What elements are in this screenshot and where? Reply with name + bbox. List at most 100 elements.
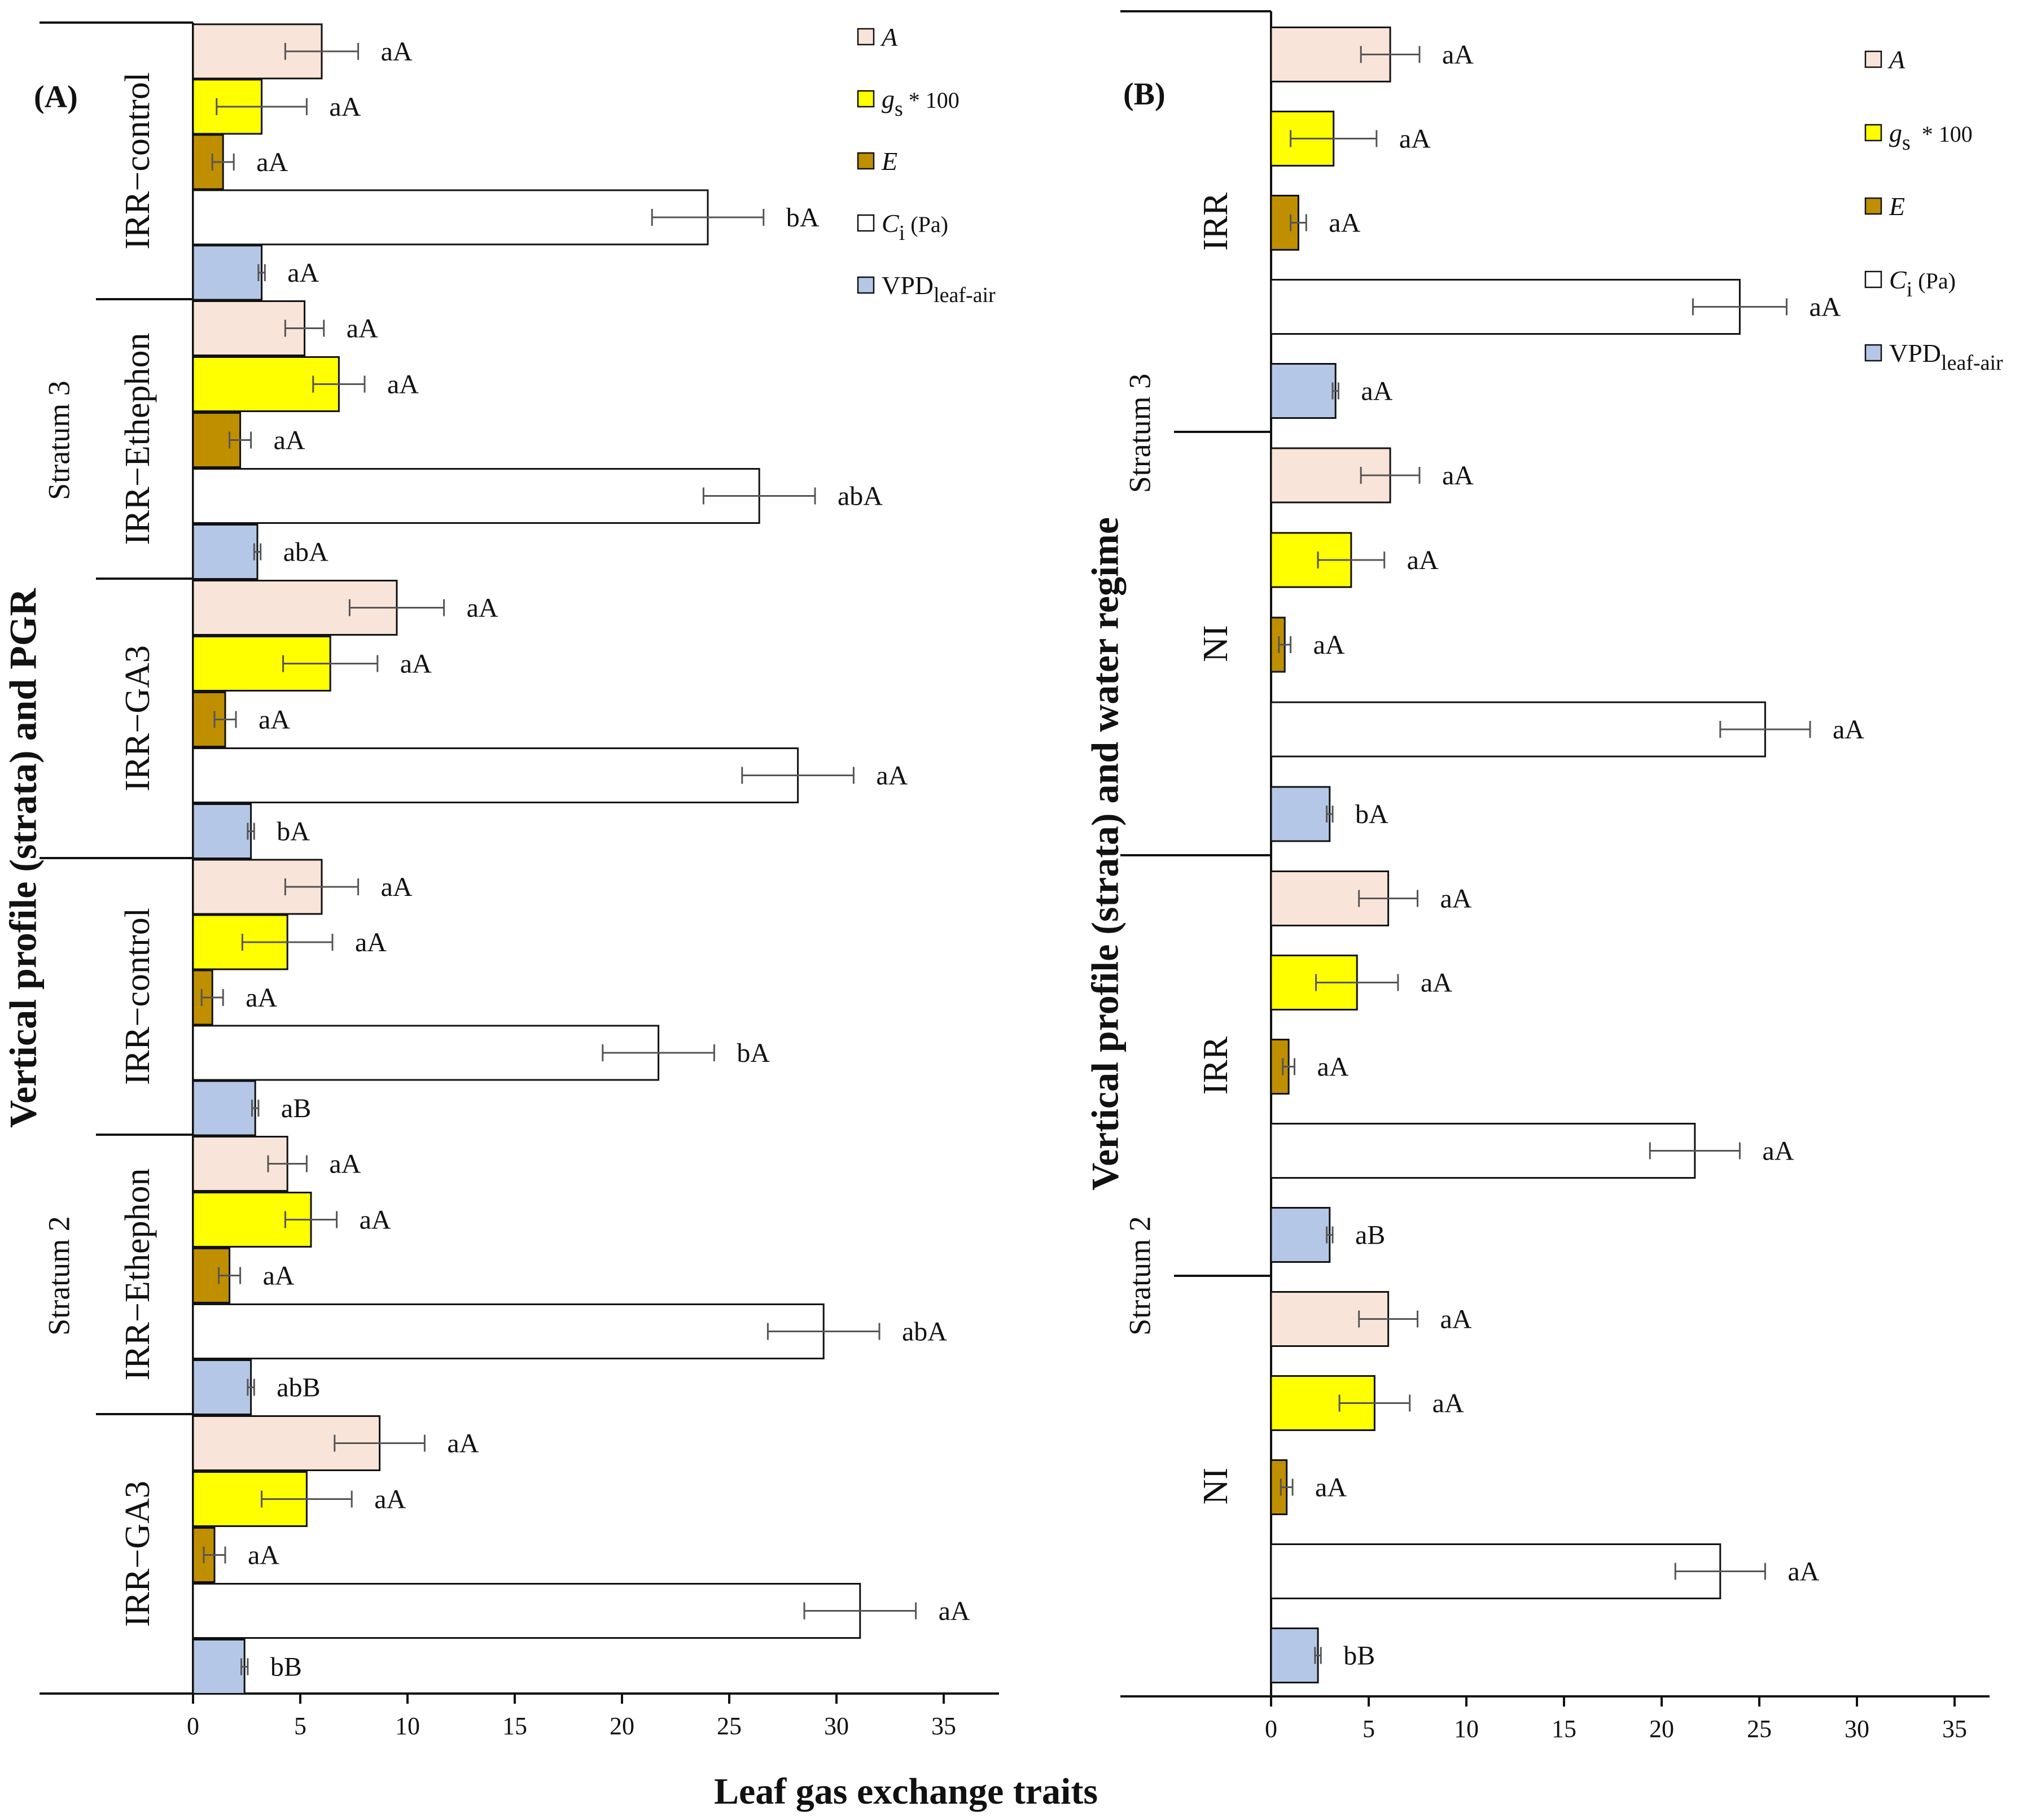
bar-Ci	[192, 1025, 660, 1081]
group-label: NI	[1197, 1468, 1235, 1504]
bar-Ci	[1270, 1123, 1696, 1179]
x-tick-label: 15	[502, 1712, 527, 1740]
legend-swatch-E	[857, 152, 875, 170]
bar-VPD	[192, 1639, 246, 1695]
legend-entry: VPDleaf-air	[882, 271, 996, 307]
x-tick-label: 5	[294, 1712, 306, 1740]
significance-label: aA	[1762, 1136, 1794, 1166]
panel-b-chart: 0 5 10 15 20 25 30 35 IRR aA aA aA aA aA NI aA aA aA aA bA I…	[1084, 10, 2003, 1743]
significance-label: abA	[902, 1317, 947, 1347]
significance-label: bA	[786, 203, 820, 233]
group-label: IRR−Ethephon	[119, 333, 157, 545]
significance-label: aA	[329, 92, 361, 122]
bar-Ci	[192, 1303, 825, 1359]
y-axis-title: Vertical profile (strata) and water regi…	[1084, 517, 1127, 1191]
x-axis-title: Leaf gas exchange traits	[714, 1771, 1098, 1812]
significance-label: abA	[283, 537, 328, 567]
legend-swatch-VPD	[857, 276, 875, 294]
panel-label: (A)	[34, 80, 78, 115]
significance-label: bA	[1355, 799, 1388, 829]
bar-VPD	[192, 1359, 252, 1415]
bar-VPD	[1270, 1628, 1319, 1683]
x-tick-label: 0	[187, 1712, 199, 1740]
group-label: IRR	[1197, 1036, 1235, 1095]
significance-label: aA	[381, 872, 413, 902]
significance-label: aA	[1442, 461, 1474, 491]
legend-entry: VPDleaf-air	[1889, 339, 2003, 375]
significance-label: aB	[1355, 1220, 1385, 1250]
x-tick-label: 35	[931, 1712, 956, 1740]
significance-label: aA	[447, 1429, 479, 1459]
bar-VPD	[1270, 1207, 1331, 1263]
significance-label: aA	[467, 593, 498, 623]
x-tick-label: 25	[1747, 1715, 1772, 1743]
legend-entry: E	[881, 147, 897, 176]
legend-swatch-Ci	[857, 214, 875, 232]
legend-entry: Ci (Pa)	[1889, 265, 1956, 301]
bar-Ci	[1270, 1543, 1721, 1599]
bar-VPD	[192, 524, 259, 580]
legend-swatch-gs	[857, 90, 875, 108]
y-axis-title: Vertical profile (strata) and PGR	[2, 588, 45, 1128]
legend-entry: A	[1887, 45, 1905, 74]
significance-label: aA	[360, 1205, 391, 1235]
stratum-label: Stratum 2	[1123, 1216, 1157, 1336]
significance-label: aA	[387, 370, 419, 400]
significance-label: aA	[329, 1149, 361, 1179]
bar-VPD	[192, 803, 252, 859]
bar-Ci	[1270, 279, 1741, 335]
significance-label: aA	[1440, 884, 1472, 914]
legend-entry: A	[880, 23, 898, 51]
stratum-label: Stratum 2	[42, 1216, 76, 1336]
significance-label: aA	[274, 426, 305, 456]
x-tick-label: 10	[1454, 1715, 1479, 1743]
bar-Ci	[1270, 701, 1766, 758]
significance-label: aA	[1433, 1389, 1464, 1419]
bar-Ci	[192, 1583, 861, 1639]
bar-VPD	[1270, 363, 1337, 419]
group-label: IRR−GA3	[119, 645, 157, 791]
group-label: IRR−control	[119, 72, 157, 250]
significance-label: aA	[248, 1541, 279, 1570]
group-label: IRR−Ethephon	[119, 1169, 157, 1381]
x-tick-label: 20	[610, 1712, 634, 1740]
x-tick-label: 0	[1265, 1715, 1277, 1743]
x-tick-label: 30	[824, 1712, 849, 1740]
significance-label: aA	[1809, 292, 1841, 322]
significance-label: aA	[1407, 545, 1439, 575]
significance-label: abA	[838, 482, 883, 511]
significance-label: aA	[1421, 968, 1452, 998]
legend-entry: Ci (Pa)	[882, 209, 948, 245]
significance-label: aA	[256, 147, 288, 177]
significance-label: aA	[1788, 1557, 1819, 1587]
bar-Ci	[192, 468, 760, 524]
bar-VPD	[192, 244, 263, 301]
significance-label: aA	[347, 314, 378, 344]
x-tick-label: 20	[1649, 1715, 1674, 1743]
x-tick-label: 10	[395, 1712, 420, 1740]
significance-label: aA	[355, 928, 387, 957]
bar-Ci	[192, 189, 709, 246]
significance-label: aA	[374, 1485, 406, 1515]
significance-label: bB	[1343, 1641, 1375, 1671]
significance-label: aA	[939, 1596, 970, 1626]
legend-swatch-gs	[1864, 124, 1882, 142]
significance-label: aB	[281, 1093, 311, 1123]
legend-swatch-A	[1864, 50, 1882, 68]
significance-label: aA	[259, 705, 290, 735]
stratum-label: Stratum 3	[42, 380, 76, 500]
legend-entry: E	[1889, 192, 1905, 221]
x-tick-label: 35	[1942, 1715, 1967, 1743]
bar-VPD	[1270, 786, 1331, 842]
significance-label: aA	[381, 37, 413, 67]
significance-label: aA	[1833, 715, 1864, 745]
significance-label: aA	[1440, 1305, 1472, 1335]
significance-label: aA	[1329, 208, 1360, 238]
significance-label: bA	[737, 1038, 770, 1068]
significance-label: bB	[270, 1652, 302, 1682]
legend-swatch-VPD	[1864, 344, 1882, 362]
group-label: IRR	[1197, 192, 1235, 251]
legend-swatch-Ci	[1864, 270, 1882, 288]
group-label: IRR−control	[119, 908, 157, 1085]
